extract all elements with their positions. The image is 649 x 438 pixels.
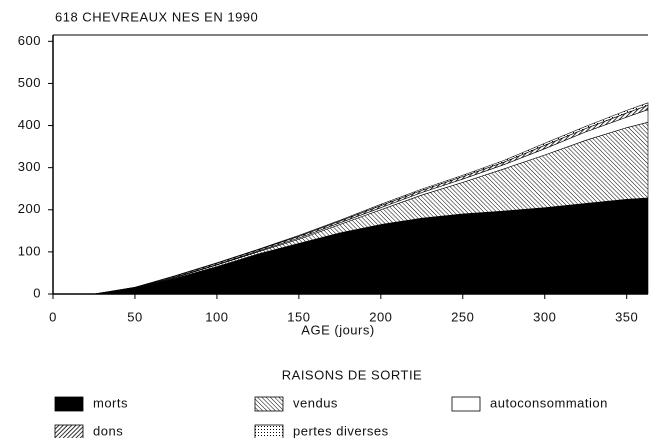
y-tick-label: 600	[18, 33, 41, 48]
legend-label: pertes diverses	[293, 423, 389, 438]
x-tick-label: 100	[205, 309, 228, 324]
x-axis-label: AGE (jours)	[301, 322, 374, 337]
y-tick-label: 300	[18, 159, 41, 174]
legend-label: dons	[93, 423, 123, 438]
x-tick-label: 200	[369, 309, 392, 324]
y-tick-label: 200	[18, 201, 41, 216]
legend-label: autoconsommation	[490, 395, 608, 410]
area	[53, 197, 649, 295]
legend-swatch	[451, 396, 481, 412]
x-tick-label: 0	[49, 309, 57, 324]
x-tick-label: 300	[533, 309, 556, 324]
x-tick-label: 250	[451, 309, 474, 324]
legend-swatch	[254, 396, 284, 412]
legend-swatch	[54, 396, 84, 412]
y-tick-label: 500	[18, 75, 41, 90]
legend-swatch	[54, 424, 84, 438]
legend-label: vendus	[293, 395, 338, 410]
legend-title: RAISONS DE SORTIE	[282, 367, 422, 382]
legend-swatch	[254, 424, 284, 438]
x-tick-label: 50	[127, 309, 142, 324]
x-tick-label: 150	[287, 309, 310, 324]
x-tick-label: 350	[615, 309, 638, 324]
y-tick-label: 400	[18, 117, 41, 132]
y-tick-label: 100	[18, 243, 41, 258]
legend-label: morts	[93, 395, 128, 410]
y-tick-label: 0	[33, 285, 41, 300]
area	[53, 102, 649, 295]
chart-title: 618 CHEVREAUX NES EN 1990	[55, 9, 258, 24]
